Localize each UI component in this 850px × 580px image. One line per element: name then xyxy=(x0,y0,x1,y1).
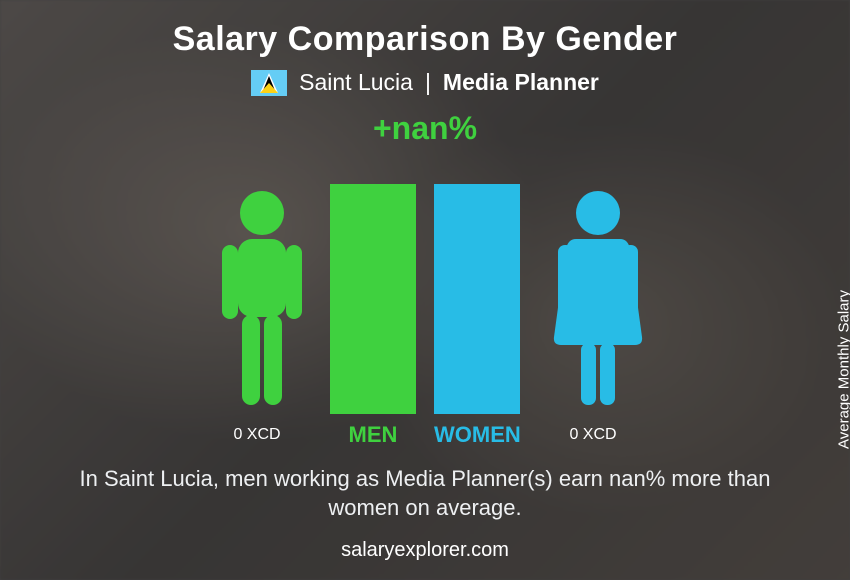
female-icon xyxy=(538,184,648,414)
women-label: WOMEN xyxy=(434,422,520,448)
men-label: MEN xyxy=(330,422,416,448)
saint-lucia-flag-icon xyxy=(251,70,287,96)
job-title-label: Media Planner xyxy=(443,69,599,96)
country-label: Saint Lucia xyxy=(299,69,413,96)
chart-area xyxy=(40,153,810,414)
y-axis-label: Average Monthly Salary xyxy=(836,290,850,449)
footer-source: salaryexplorer.com xyxy=(341,539,509,562)
men-bar xyxy=(330,184,416,414)
content-container: Salary Comparison By Gender Saint Lucia … xyxy=(0,0,850,580)
difference-percent-label: +nan% xyxy=(373,110,477,147)
description-text: In Saint Lucia, men working as Media Pla… xyxy=(45,464,805,523)
men-bar-fill xyxy=(330,184,416,414)
page-title: Salary Comparison By Gender xyxy=(173,20,678,59)
women-bar-fill xyxy=(434,184,520,414)
women-bar xyxy=(434,184,520,414)
male-icon xyxy=(202,184,312,414)
subtitle-row: Saint Lucia | Media Planner xyxy=(251,69,599,96)
men-amount-label: 0 XCD xyxy=(202,426,312,444)
labels-row: 0 XCD MEN WOMEN 0 XCD xyxy=(202,422,648,448)
separator: | xyxy=(425,69,431,96)
women-amount-label: 0 XCD xyxy=(538,426,648,444)
